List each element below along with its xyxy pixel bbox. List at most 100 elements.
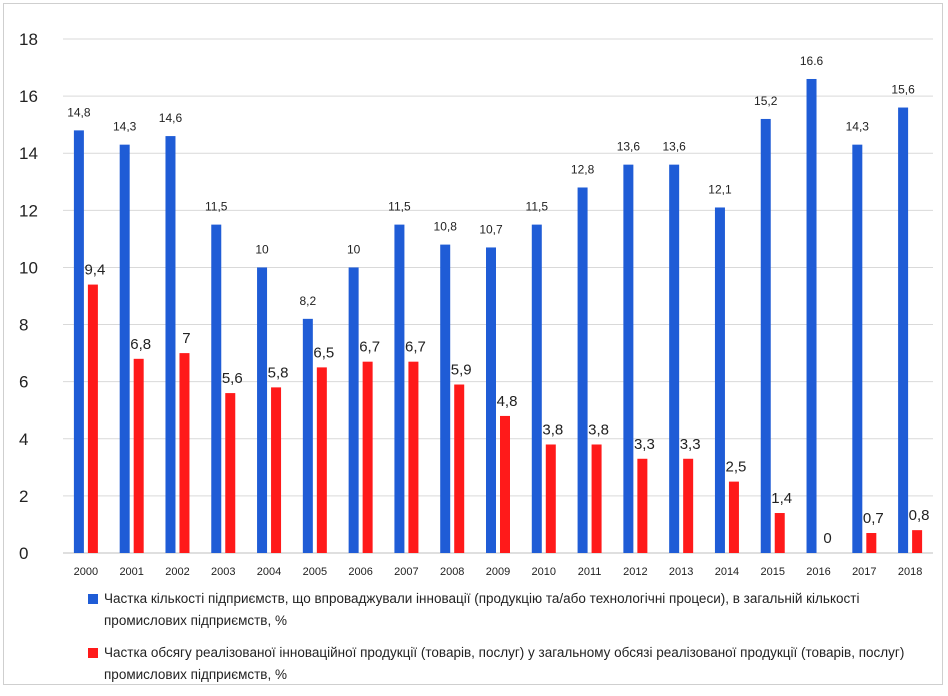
x-tick-label: 2006 (348, 566, 372, 578)
data-label-products: 0,8 (909, 507, 930, 524)
bar-products (500, 415, 510, 553)
bar-enterprises (119, 144, 130, 553)
bar-enterprises (440, 244, 451, 553)
data-label-products: 6,7 (405, 339, 426, 356)
data-label-products: 6,5 (313, 344, 334, 361)
data-label-enterprises: 14,3 (113, 120, 137, 134)
bar-enterprises (348, 267, 359, 553)
bar-products (454, 384, 465, 553)
y-tick-label: 8 (19, 316, 28, 335)
data-label-products: 2,5 (726, 459, 747, 476)
data-label-enterprises: 15,2 (754, 94, 778, 108)
bar-enterprises (669, 164, 680, 553)
bar-products (87, 284, 98, 553)
data-label-products: 1,4 (771, 490, 792, 507)
bar-enterprises (394, 224, 405, 553)
y-tick-label: 18 (19, 30, 38, 49)
y-tick-label: 10 (19, 258, 38, 277)
data-label-products: 6,7 (359, 339, 380, 356)
bar-enterprises (806, 78, 817, 553)
chart-frame: 0 2 4 6 8 10 12 14 16 18 2000 2001 2002 2003 2004 2005 2… (3, 3, 943, 685)
data-label-enterprises: 16.6 (800, 54, 824, 68)
x-tick-label: 2000 (74, 566, 98, 578)
x-tick-label: 2009 (486, 566, 510, 578)
bar-products (683, 458, 694, 553)
data-label-enterprises: 12,1 (708, 182, 732, 196)
data-label-products: 5,9 (451, 362, 472, 379)
bar-products (133, 358, 144, 553)
data-label-enterprises: 11,5 (388, 200, 411, 214)
legend-label-enterprises: Частка кількості підприємств, що впровад… (104, 591, 860, 628)
x-tick-label: 2002 (165, 566, 189, 578)
bar-products (408, 361, 419, 553)
x-tick-label: 2013 (669, 566, 693, 578)
x-tick-label: 2005 (303, 566, 327, 578)
y-tick-label: 2 (19, 487, 28, 506)
data-label-products: 5,8 (268, 364, 289, 381)
bar-products (728, 481, 739, 553)
legend-item-enterprises: Частка кількості підприємств, що впровад… (88, 588, 928, 632)
bar-products (362, 361, 373, 553)
bar-products (316, 367, 327, 553)
legend-swatch-red (88, 648, 98, 658)
data-label-enterprises: 14,6 (159, 111, 183, 125)
bar-enterprises (898, 107, 909, 554)
bar-products (912, 530, 923, 553)
bar-products (225, 393, 236, 553)
bar-enterprises (760, 118, 771, 553)
data-label-enterprises: 14,3 (846, 120, 870, 134)
y-tick-label: 16 (19, 87, 38, 106)
data-label-products: 3,8 (542, 421, 563, 438)
data-label-products: 3,3 (634, 436, 655, 453)
data-label-enterprises: 13,6 (617, 140, 641, 154)
y-tick-label: 4 (19, 430, 28, 449)
x-tick-label: 2015 (760, 566, 784, 578)
x-tick-label: 2018 (898, 566, 922, 578)
bar-enterprises (302, 318, 313, 553)
x-tick-label: 2004 (257, 566, 281, 578)
y-tick-label: 0 (19, 544, 28, 563)
bar-enterprises (211, 224, 222, 553)
data-label-enterprises: 12,8 (571, 162, 595, 176)
data-label-products: 0,7 (863, 510, 884, 527)
bar-enterprises (623, 164, 634, 553)
data-label-enterprises: 10,7 (479, 222, 503, 236)
data-label-products: 6,8 (130, 336, 151, 353)
bar-enterprises (165, 136, 176, 554)
x-tick-label: 2016 (806, 566, 830, 578)
bar-enterprises (486, 247, 496, 553)
legend-swatch-blue (88, 594, 98, 604)
data-label-enterprises: 14,8 (67, 105, 91, 119)
bar-enterprises (257, 267, 268, 553)
x-tick-label: 2010 (532, 566, 556, 578)
bar-enterprises (577, 187, 588, 553)
x-tick-label: 2001 (119, 566, 143, 578)
bar-products (545, 444, 556, 553)
legend: Частка кількості підприємств, що впровад… (88, 588, 928, 696)
data-label-enterprises: 10 (255, 242, 269, 256)
bar-enterprises (714, 207, 725, 553)
data-label-products: 3,8 (588, 421, 609, 438)
data-label-enterprises: 15,6 (891, 83, 915, 97)
y-tick-label: 6 (19, 373, 28, 392)
x-tick-label: 2012 (623, 566, 647, 578)
data-label-enterprises: 11,5 (205, 200, 228, 214)
data-label-products: 3,3 (680, 436, 701, 453)
data-label-products: 7 (182, 330, 190, 347)
data-label-enterprises: 13,6 (662, 140, 686, 154)
data-label-enterprises: 10,8 (434, 220, 458, 234)
data-label-enterprises: 8,2 (299, 294, 316, 308)
data-label-products: 0 (823, 530, 831, 547)
bar-products (179, 353, 190, 553)
y-tick-label: 14 (19, 144, 38, 163)
x-tick-label: 2008 (440, 566, 464, 578)
x-tick-label: 2011 (578, 566, 602, 578)
bar-products (271, 387, 282, 553)
y-tick-label: 12 (19, 201, 38, 220)
x-tick-label: 2017 (852, 566, 876, 578)
legend-item-products: Частка обсягу реалізованої інноваційної … (88, 642, 928, 686)
bar-enterprises (531, 224, 542, 553)
bar-products (774, 513, 785, 553)
x-tick-label: 2014 (715, 566, 739, 578)
x-tick-label: 2007 (394, 566, 418, 578)
